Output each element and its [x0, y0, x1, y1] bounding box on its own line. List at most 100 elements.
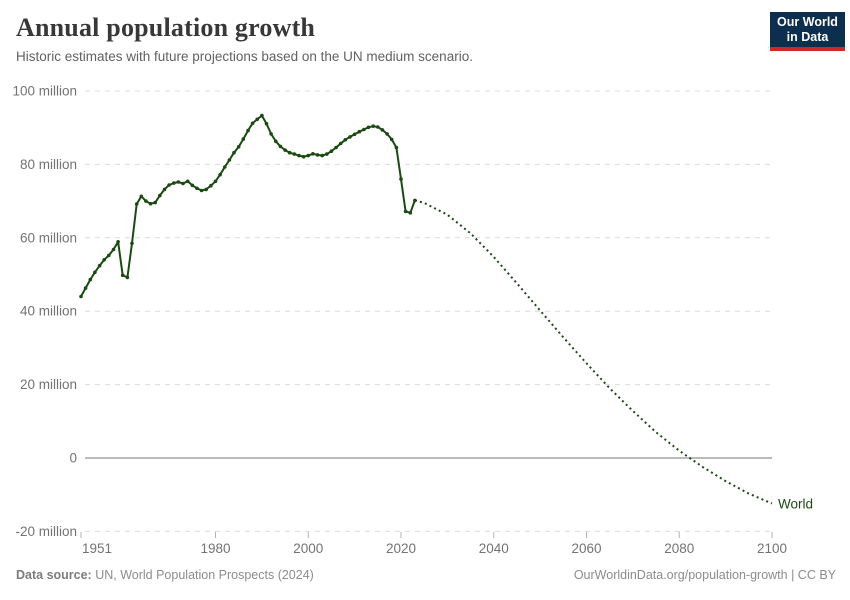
data-point-marker: [125, 275, 130, 280]
y-axis-label: 100 million: [12, 84, 77, 99]
data-point-marker: [362, 127, 366, 132]
data-point-marker: [399, 177, 403, 181]
data-point-marker: [158, 193, 162, 198]
data-point-marker: [269, 132, 273, 136]
x-axis-label: 1980: [200, 541, 230, 556]
data-point-marker: [403, 209, 408, 214]
x-axis-label: 2060: [571, 541, 601, 556]
data-point-marker: [181, 181, 185, 186]
data-point-marker: [204, 187, 208, 192]
data-point-marker: [255, 117, 259, 122]
data-point-marker: [172, 181, 176, 185]
data-point-marker: [223, 165, 227, 169]
data-point-marker: [227, 158, 232, 162]
data-point-marker: [144, 199, 148, 203]
data-point-marker: [120, 273, 125, 278]
data-point-marker: [348, 135, 352, 139]
data-point-marker: [264, 121, 269, 126]
series-end-label: World: [778, 497, 813, 512]
data-point-marker: [325, 152, 329, 156]
x-axis-label: 2080: [664, 541, 694, 556]
owid-logo-line1: Our World: [777, 14, 838, 29]
data-point-marker: [260, 113, 264, 118]
data-point-marker: [83, 286, 88, 290]
data-point-marker: [134, 202, 139, 206]
data-point-marker: [130, 241, 134, 246]
data-point-marker: [236, 145, 241, 149]
data-point-marker: [301, 154, 306, 159]
data-point-marker: [246, 128, 250, 133]
data-point-marker: [366, 125, 371, 130]
data-point-marker: [385, 132, 389, 136]
owid-logo[interactable]: Our World in Data: [770, 12, 845, 51]
projection-line[interactable]: [414, 199, 773, 505]
x-axis-label: 2020: [386, 541, 416, 556]
data-point-marker: [213, 179, 218, 184]
data-point-marker: [389, 137, 394, 142]
data-point-marker: [394, 145, 399, 150]
owid-logo-line2: in Data: [786, 29, 829, 44]
data-point-marker: [116, 240, 120, 244]
y-axis-label: 40 million: [20, 304, 77, 319]
y-axis-label: 80 million: [20, 157, 77, 172]
data-point-marker: [232, 150, 236, 155]
data-point-marker: [241, 137, 246, 141]
data-point-marker: [107, 253, 111, 258]
data-point-marker: [357, 129, 362, 134]
data-source: Data source: UN, World Population Prospe…: [16, 568, 314, 582]
data-point-marker: [218, 172, 222, 177]
data-point-marker: [283, 148, 287, 152]
data-point-marker: [102, 258, 106, 262]
chart-footer: Data source: UN, World Population Prospe…: [16, 568, 836, 582]
data-point-marker: [111, 247, 116, 252]
data-point-marker: [338, 141, 343, 146]
data-point-marker: [139, 194, 144, 199]
data-point-marker: [148, 201, 153, 206]
data-point-marker: [320, 153, 325, 158]
data-point-marker: [376, 125, 380, 129]
data-point-marker: [343, 138, 348, 142]
data-point-marker: [79, 294, 83, 299]
y-axis-label: 60 million: [20, 230, 77, 245]
data-point-marker: [209, 183, 213, 188]
data-point-marker: [153, 200, 157, 205]
x-axis-label: 1951: [82, 541, 112, 556]
data-point-marker: [93, 270, 97, 275]
data-point-marker: [167, 183, 171, 187]
y-axis-label: -20 million: [15, 524, 77, 539]
footer-citation-link[interactable]: OurWorldinData.org/population-growth | C…: [573, 568, 836, 582]
data-point-marker: [195, 186, 199, 191]
data-point-marker: [97, 263, 102, 268]
historic-line[interactable]: [80, 114, 416, 297]
data-point-marker: [199, 188, 204, 193]
data-point-marker: [292, 152, 297, 156]
y-axis-label: 20 million: [20, 377, 77, 392]
data-point-marker: [380, 128, 385, 132]
y-axis-label: 0: [69, 451, 77, 466]
data-point-marker: [352, 132, 357, 137]
data-point-marker: [287, 150, 292, 155]
data-point-marker: [334, 145, 338, 150]
data-point-marker: [371, 124, 376, 128]
data-point-marker: [185, 179, 190, 184]
data-point-marker: [408, 211, 413, 215]
data-point-marker: [274, 139, 278, 144]
data-source-value: UN, World Population Prospects (2024): [91, 568, 314, 582]
data-point-marker: [329, 149, 334, 153]
chart-subtitle: Historic estimates with future projectio…: [16, 49, 473, 64]
data-point-marker: [88, 277, 93, 282]
data-point-marker: [311, 152, 315, 156]
page-title: Annual population growth: [16, 13, 316, 42]
data-source-label: Data source:: [16, 568, 92, 582]
x-axis-label: 2100: [757, 541, 787, 556]
data-point-marker: [297, 153, 301, 158]
data-point-marker: [176, 180, 181, 184]
x-axis-label: 2000: [293, 541, 323, 556]
data-point-marker: [306, 153, 311, 158]
x-axis-label: 2040: [479, 541, 509, 556]
data-point-marker: [190, 183, 195, 188]
data-point-marker: [315, 153, 320, 157]
data-point-marker: [250, 121, 255, 126]
